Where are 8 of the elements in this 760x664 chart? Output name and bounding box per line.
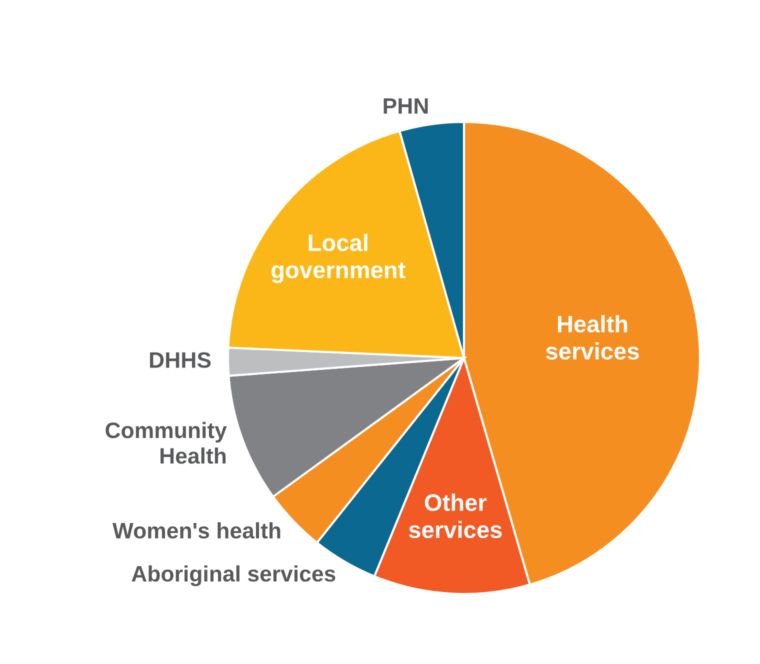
slice-label: Women's health: [112, 522, 280, 539]
slice-label: Local government: [272, 234, 406, 284]
slice-label: Other services: [409, 494, 502, 538]
slice-label: Community Health: [106, 422, 227, 464]
slice-label: Aboriginal services: [132, 565, 336, 586]
slice-label: Health services: [546, 315, 639, 360]
slice-label: DHHS: [150, 352, 211, 368]
slice-label: PHN: [384, 98, 428, 114]
